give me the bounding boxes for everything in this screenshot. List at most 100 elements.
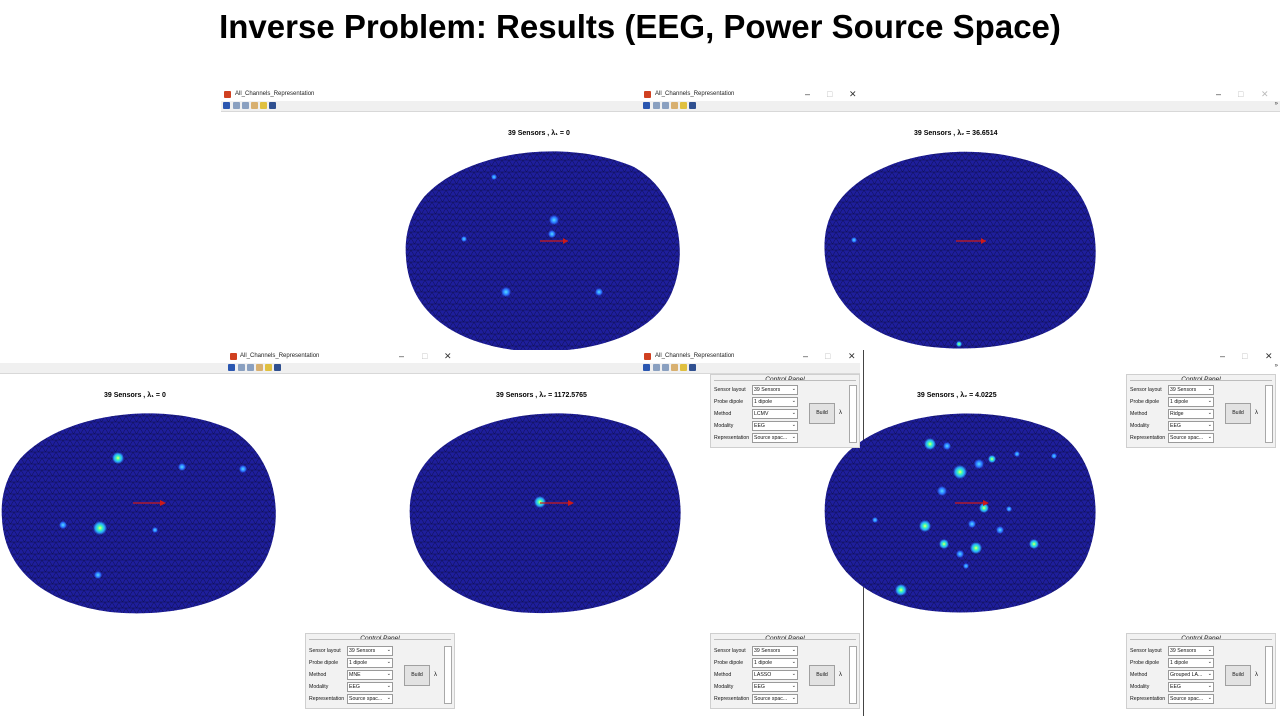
probe-dipole-label: Probe dipole (714, 660, 744, 666)
lambda-slider[interactable] (1265, 646, 1273, 704)
zoom-in-icon[interactable] (238, 364, 245, 371)
maximize-button[interactable]: □ (827, 89, 833, 99)
figure-toolbar (0, 363, 860, 374)
build-button[interactable]: Build (1225, 403, 1251, 424)
probe-dipole-select[interactable]: 1 dipole ⌄ (752, 658, 798, 668)
probe-dipole-select[interactable]: 1 dipole ⌄ (752, 397, 798, 407)
matlab-icon (230, 353, 237, 360)
method-select[interactable]: LASSO ⌄ (752, 670, 798, 680)
chevron-down-icon: ⌄ (791, 695, 796, 701)
zoom-out-icon[interactable] (242, 102, 249, 109)
representation-label: Representation (1130, 696, 1166, 702)
minimize-button[interactable]: – (399, 351, 405, 361)
save-icon[interactable] (643, 364, 650, 371)
zoom-in-icon[interactable] (233, 102, 240, 109)
window-titlebar: All_Channels_Representation – □ ✕ (0, 350, 860, 363)
minimize-button[interactable]: – (805, 89, 811, 99)
modality-select[interactable]: EEG ⌄ (1168, 682, 1214, 692)
pan-icon[interactable] (671, 102, 678, 109)
build-button[interactable]: Build (1225, 665, 1251, 686)
control-panel-title: Control Panel (1181, 635, 1221, 642)
close-button[interactable]: ✕ (848, 351, 856, 361)
figure-toolbar (221, 101, 1280, 112)
representation-select[interactable]: Source spac... ⌄ (752, 694, 798, 704)
rotate-icon[interactable] (274, 364, 281, 371)
close-button[interactable]: ✕ (444, 351, 452, 361)
save-icon[interactable] (228, 364, 235, 371)
sensor-layout-select[interactable]: 39 Sensors ⌄ (1168, 385, 1214, 395)
zoom-in-icon[interactable] (653, 364, 660, 371)
datatip-icon[interactable] (265, 364, 272, 371)
lambda-slider[interactable] (849, 646, 857, 704)
probe-dipole-select[interactable]: 1 dipole ⌄ (347, 658, 393, 668)
probe-dipole-select[interactable]: 1 dipole ⌄ (1168, 397, 1214, 407)
modality-label: Modality (714, 423, 734, 429)
modality-select[interactable]: EEG ⌄ (1168, 421, 1214, 431)
head-mesh-5 (824, 413, 1096, 613)
representation-select[interactable]: Source spac... ⌄ (1168, 433, 1214, 443)
chevron-down-icon: ⌄ (1207, 422, 1212, 428)
matlab-icon (644, 353, 651, 360)
maximize-button[interactable]: □ (422, 351, 428, 361)
modality-select[interactable]: EEG ⌄ (752, 682, 798, 692)
sensor-layout-label: Sensor layout (1130, 387, 1162, 393)
representation-select[interactable]: Source spac... ⌄ (347, 694, 393, 704)
sensor-layout-select[interactable]: 39 Sensors ⌄ (752, 385, 798, 395)
close-button[interactable]: ✕ (1265, 351, 1273, 361)
minimize-button[interactable]: – (803, 351, 809, 361)
lambda-slider[interactable] (444, 646, 452, 704)
build-button[interactable]: Build (809, 665, 835, 686)
datatip-icon[interactable] (680, 364, 687, 371)
method-select[interactable]: LCMV ⌄ (752, 409, 798, 419)
chevron-down-icon: ⌄ (1207, 410, 1212, 416)
modality-select[interactable]: EEG ⌄ (347, 682, 393, 692)
close-button[interactable]: ✕ (1261, 89, 1269, 99)
sensor-layout-select[interactable]: 39 Sensors ⌄ (1168, 646, 1214, 656)
close-button[interactable]: ✕ (849, 89, 857, 99)
rotate-icon[interactable] (269, 102, 276, 109)
plot-title-2: 39 Sensors , λ₂ = 36.6514 (914, 130, 998, 137)
figure-window-4: All_Channels_Representation – □ ✕ (641, 350, 863, 374)
zoom-out-icon[interactable] (247, 364, 254, 371)
method-select[interactable]: Grouped LA... ⌄ (1168, 670, 1214, 680)
toolbar-overflow-icon[interactable]: » (1274, 101, 1278, 107)
zoom-in-icon[interactable] (653, 102, 660, 109)
control-panel-title: Control Panel (1181, 376, 1221, 383)
maximize-button[interactable]: □ (1242, 351, 1248, 361)
sensor-layout-select[interactable]: 39 Sensors ⌄ (752, 646, 798, 656)
rotate-icon[interactable] (689, 102, 696, 109)
representation-select[interactable]: Source spac... ⌄ (1168, 694, 1214, 704)
method-label: Method (309, 672, 327, 678)
pan-icon[interactable] (256, 364, 263, 371)
lambda-slider[interactable] (1265, 385, 1273, 443)
toolbar-overflow-icon[interactable]: » (1274, 363, 1278, 369)
build-button[interactable]: Build (809, 403, 835, 424)
sensor-layout-select[interactable]: 39 Sensors ⌄ (347, 646, 393, 656)
lambda-slider[interactable] (849, 385, 857, 443)
modality-select[interactable]: EEG ⌄ (752, 421, 798, 431)
build-button[interactable]: Build (404, 665, 430, 686)
minimize-button[interactable]: – (1216, 89, 1222, 99)
rotate-icon[interactable] (689, 364, 696, 371)
chevron-down-icon: ⌄ (1207, 647, 1212, 653)
maximize-button[interactable]: □ (825, 351, 831, 361)
method-select[interactable]: MNE ⌄ (347, 670, 393, 680)
zoom-out-icon[interactable] (662, 102, 669, 109)
control-panel-1: Control Panel Sensor layout 39 Sensors ⌄ P… (710, 374, 860, 448)
maximize-button[interactable]: □ (1238, 89, 1244, 99)
minimize-button[interactable]: – (1220, 351, 1226, 361)
figure-window-5: – □ ✕ » (864, 350, 1280, 374)
pan-icon[interactable] (671, 364, 678, 371)
save-icon[interactable] (643, 102, 650, 109)
zoom-out-icon[interactable] (662, 364, 669, 371)
save-icon[interactable] (223, 102, 230, 109)
probe-dipole-label: Probe dipole (1130, 399, 1160, 405)
pan-icon[interactable] (251, 102, 258, 109)
probe-dipole-select[interactable]: 1 dipole ⌄ (1168, 658, 1214, 668)
representation-select[interactable]: Source spac... ⌄ (752, 433, 798, 443)
datatip-icon[interactable] (680, 102, 687, 109)
head-mesh-3 (1, 413, 276, 614)
datatip-icon[interactable] (260, 102, 267, 109)
method-select[interactable]: Ridge ⌄ (1168, 409, 1214, 419)
chevron-down-icon: ⌄ (791, 683, 796, 689)
